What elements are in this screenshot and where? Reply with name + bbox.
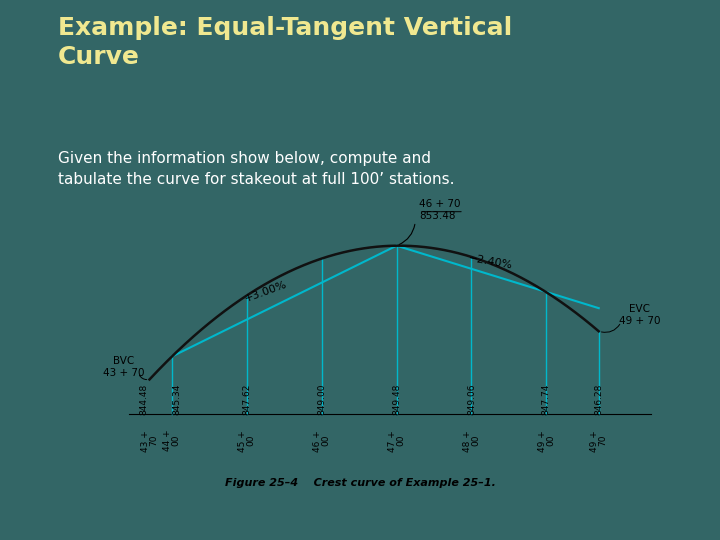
Text: 45 +
00: 45 + 00 <box>238 430 256 451</box>
Text: 44 +
00: 44 + 00 <box>163 430 181 451</box>
Text: 845.34: 845.34 <box>173 384 181 415</box>
Text: +3.00%: +3.00% <box>243 279 288 304</box>
Text: 49 +
00: 49 + 00 <box>538 430 555 451</box>
Text: 847.74: 847.74 <box>542 384 551 415</box>
Text: 844.48: 844.48 <box>140 384 149 415</box>
Text: −2.40%: −2.40% <box>467 253 513 271</box>
Text: 847.62: 847.62 <box>243 384 251 415</box>
Text: BVC
43 + 70: BVC 43 + 70 <box>102 356 144 378</box>
Text: 849.06: 849.06 <box>467 383 476 415</box>
Text: 48 +
00: 48 + 00 <box>463 430 480 451</box>
Text: 46 +
00: 46 + 00 <box>313 430 330 451</box>
Text: 49 +
70: 49 + 70 <box>590 430 608 451</box>
Text: 849.00: 849.00 <box>318 383 326 415</box>
Text: 43 +
70: 43 + 70 <box>141 430 158 451</box>
Text: 47 +
00: 47 + 00 <box>388 430 405 451</box>
Text: Figure 25–4    Crest curve of Example 25–1.: Figure 25–4 Crest curve of Example 25–1. <box>225 478 495 488</box>
Text: EVC
49 + 70: EVC 49 + 70 <box>619 303 661 326</box>
Text: Given the information show below, compute and
tabulate the curve for stakeout at: Given the information show below, comput… <box>58 151 454 187</box>
Text: 846.28: 846.28 <box>594 384 603 415</box>
Text: Example: Equal-Tangent Vertical
Curve: Example: Equal-Tangent Vertical Curve <box>58 16 512 69</box>
Text: 849.48: 849.48 <box>392 384 401 415</box>
Text: 46 + 70
853.48: 46 + 70 853.48 <box>419 199 461 221</box>
